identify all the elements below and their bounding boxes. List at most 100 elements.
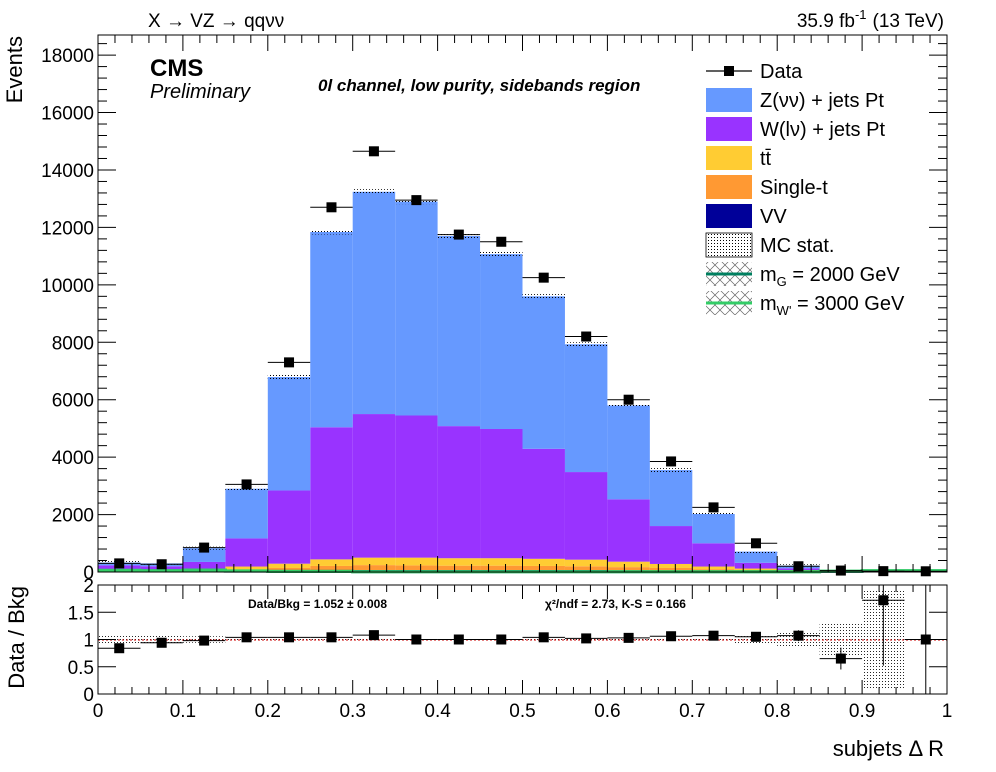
ratio-point-14 (708, 630, 719, 641)
ratio-point-15 (750, 631, 761, 642)
x-tick-label-7: 0.7 (679, 701, 705, 722)
data-point-2 (199, 542, 210, 553)
legend: Data Z(νν) + jets Pt W(lν) + jets Pt tt̄… (705, 61, 905, 318)
legend-ttbar: tt̄ (706, 146, 772, 170)
x-tick-label-1: 0.1 (170, 701, 196, 722)
data-point-6 (368, 146, 379, 157)
bar-3-7 (395, 415, 438, 558)
bar-4-14 (692, 513, 735, 544)
bar-1-8 (437, 565, 481, 570)
y-tick-label-4: 8000 (52, 333, 94, 354)
bar-2-11 (564, 559, 608, 567)
data-point-8 (453, 229, 464, 240)
data-point-12 (623, 394, 634, 405)
ratio-y-tick-label-1: 0.5 (68, 658, 94, 679)
bar-1-12 (607, 567, 650, 571)
ratio-y-axis-title: Data / Bkg (4, 586, 29, 689)
data-point-0 (114, 558, 125, 569)
bar-1-11 (564, 566, 608, 570)
bar-2-5 (310, 559, 353, 566)
bar-1-6 (352, 565, 396, 570)
svg-text:mG = 2000 GeV: mG = 2000 GeV (760, 264, 900, 289)
svg-text:Single-t: Single-t (760, 177, 828, 199)
ratio-annotation-chi2: χ²/ndf = 2.73, K-S = 0.166 (545, 597, 686, 611)
bar-3-14 (692, 543, 735, 567)
bar-3-6 (352, 414, 396, 558)
bar-4-13 (649, 470, 693, 527)
bar-3-12 (607, 499, 650, 562)
ratio-point-4 (284, 632, 295, 643)
bar-2-6 (352, 557, 396, 566)
bar-3-8 (437, 426, 481, 559)
legend-data: Data (706, 61, 803, 83)
bar-2-14 (692, 566, 735, 570)
svg-text:MC stat.: MC stat. (760, 235, 834, 257)
bar-2-7 (395, 557, 438, 566)
ratio-y-tick-label-0: 0 (83, 685, 94, 706)
mc-stat-10 (522, 294, 565, 299)
legend-signal-g: mG = 2000 GeV (706, 262, 900, 289)
data-point-14 (708, 502, 719, 513)
x-axis-title: subjets Δ R (833, 736, 944, 761)
bar-2-12 (607, 561, 650, 568)
ratio-point-10 (538, 632, 549, 643)
ratio-points (98, 585, 947, 694)
ratio-point-3 (241, 632, 252, 643)
data-point-10 (538, 272, 549, 283)
x-tick-label-5: 0.5 (509, 701, 535, 722)
mc-stat-6 (352, 189, 396, 195)
lumi-label: 35.9 fb-1 (13 TeV) (797, 7, 944, 32)
ratio-point-8 (453, 634, 464, 645)
bar-3-2 (182, 561, 226, 569)
bar-2-13 (649, 563, 693, 568)
y-tick-label-7: 14000 (41, 161, 94, 182)
bar-4-11 (564, 344, 608, 473)
bar-4-5 (310, 231, 353, 428)
mc-stat-5 (310, 229, 353, 235)
ratio-point-11 (581, 633, 592, 644)
ratio-point-7 (411, 634, 422, 645)
main-axes: 0 2000 4000 6000 8000 10000 12000 14000 16000 180… (41, 35, 948, 584)
bar-2-3 (225, 566, 268, 570)
ratio-point-19 (920, 634, 931, 645)
ratio-point-6 (368, 630, 379, 641)
bar-3-13 (649, 526, 693, 564)
bar-1-5 (310, 565, 353, 571)
process-label: X → VZ → qqνν (148, 11, 284, 32)
bar-1-9 (480, 565, 523, 570)
y-tick-label-1: 2000 (52, 506, 94, 527)
legend-vv: VV (706, 204, 787, 228)
mc-stat-14 (692, 512, 735, 516)
bar-4-4 (267, 377, 311, 491)
bar-4-6 (352, 191, 396, 415)
legend-signal-w: mW' = 3000 GeV (706, 291, 905, 318)
mc-stat-11 (564, 342, 608, 347)
data-point-13 (666, 456, 677, 467)
ratio-y-tick-label-4: 2 (83, 576, 94, 597)
data-point-7 (411, 195, 422, 206)
bar-2-8 (437, 558, 481, 566)
ratio-point-17 (835, 653, 846, 664)
svg-text:Z(νν) + jets Pt: Z(νν) + jets Pt (760, 90, 884, 112)
ratio-y-tick-label-3: 1.5 (68, 603, 94, 624)
ratio-axes: 0 0.5 1 1.5 2 0 0.1 0.2 0.3 0.4 0.5 0.6 0.7 0.8 0.9 1 (68, 576, 953, 722)
bar-3-3 (225, 538, 268, 567)
svg-text:W(lν) + jets Pt: W(lν) + jets Pt (760, 119, 885, 141)
bar-3-15 (734, 562, 778, 569)
bar-1-7 (395, 565, 438, 570)
bar-3-10 (522, 448, 565, 559)
stack-histogram (98, 191, 905, 572)
legend-single-t: Single-t (706, 175, 828, 199)
svg-text:Data: Data (760, 61, 803, 83)
channel-label: 0l channel, low purity, sidebands region (318, 76, 640, 95)
y-axis-title: Events (2, 36, 27, 103)
x-tick-label-0: 0 (93, 701, 104, 722)
bar-4-3 (225, 488, 268, 539)
bar-3-5 (310, 427, 353, 560)
data-points (98, 146, 947, 577)
bar-1-14 (692, 569, 735, 571)
x-tick-label-3: 0.3 (339, 701, 365, 722)
legend-z-jets: Z(νν) + jets Pt (706, 88, 884, 112)
ratio-point-12 (623, 632, 634, 643)
